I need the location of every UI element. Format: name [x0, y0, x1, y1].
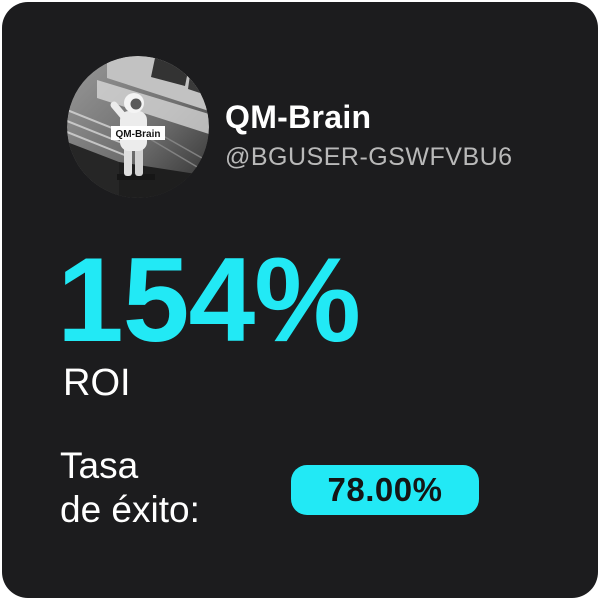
profile-handle: @BGUSER-GSWFVBU6 — [225, 143, 513, 171]
profile-name: QM-Brain — [225, 99, 372, 135]
roi-block: 154% ROI — [57, 233, 361, 406]
success-rate-label: Tasa de éxito: — [60, 445, 200, 530]
identity-block: QM-Brain @BGUSER-GSWFVBU6 — [225, 56, 513, 198]
success-rate-value: 78.00% — [327, 471, 443, 508]
profile-header: QM-Brain QM-Brain @BGUSER-GSWFVBU6 — [67, 56, 513, 198]
avatar: QM-Brain — [67, 56, 209, 198]
avatar-label: QM-Brain — [111, 126, 165, 140]
roi-label: ROI — [63, 362, 131, 404]
astronaut-avatar-photo: QM-Brain — [67, 56, 209, 198]
roi-value: 154% — [57, 233, 361, 367]
success-rate-badge: 78.00% — [291, 465, 479, 515]
avatar-label-text: QM-Brain — [116, 129, 161, 140]
